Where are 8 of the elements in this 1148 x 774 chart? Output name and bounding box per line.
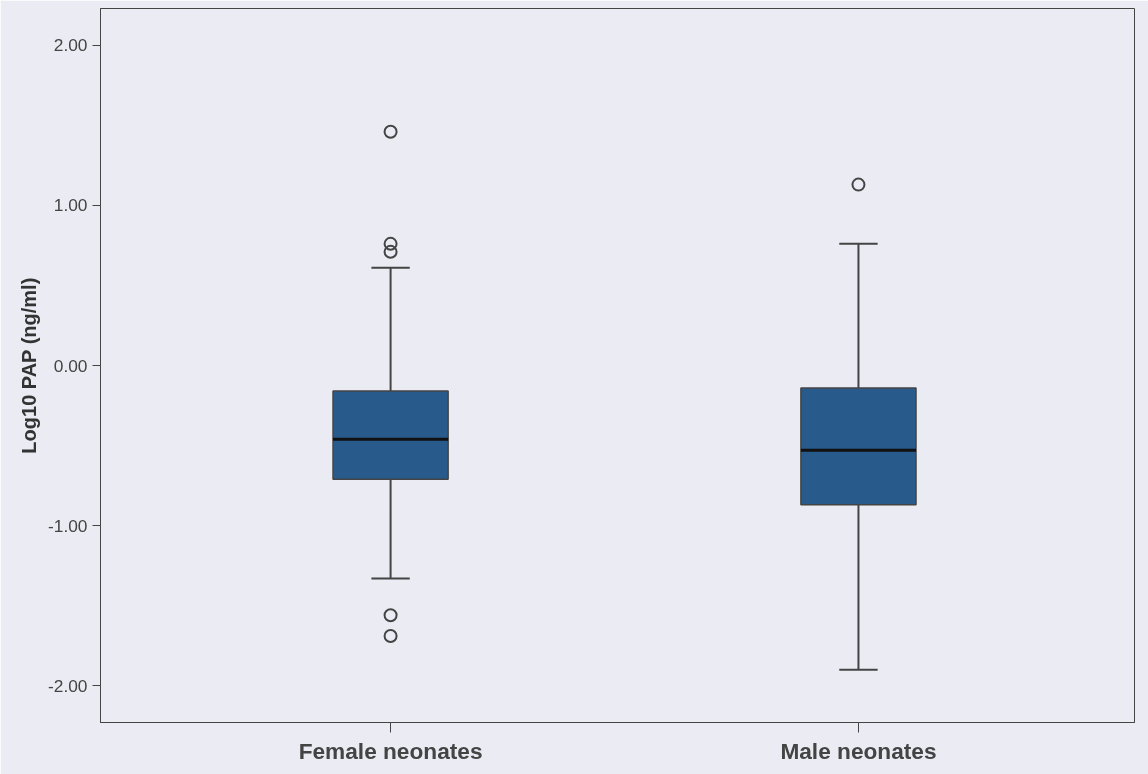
y-tick-label: 1.00 <box>53 195 88 216</box>
y-tick-label: -1.00 <box>48 515 88 536</box>
y-axis-title: Log10 PAP (ng/ml) <box>18 277 40 454</box>
y-tick-label: -2.00 <box>48 675 88 696</box>
y-tick-label: 2.00 <box>53 35 88 56</box>
x-tick-label: Male neonates <box>780 737 937 764</box>
y-tick-label: 0.00 <box>53 355 88 376</box>
x-tick-label: Female neonates <box>298 737 483 764</box>
